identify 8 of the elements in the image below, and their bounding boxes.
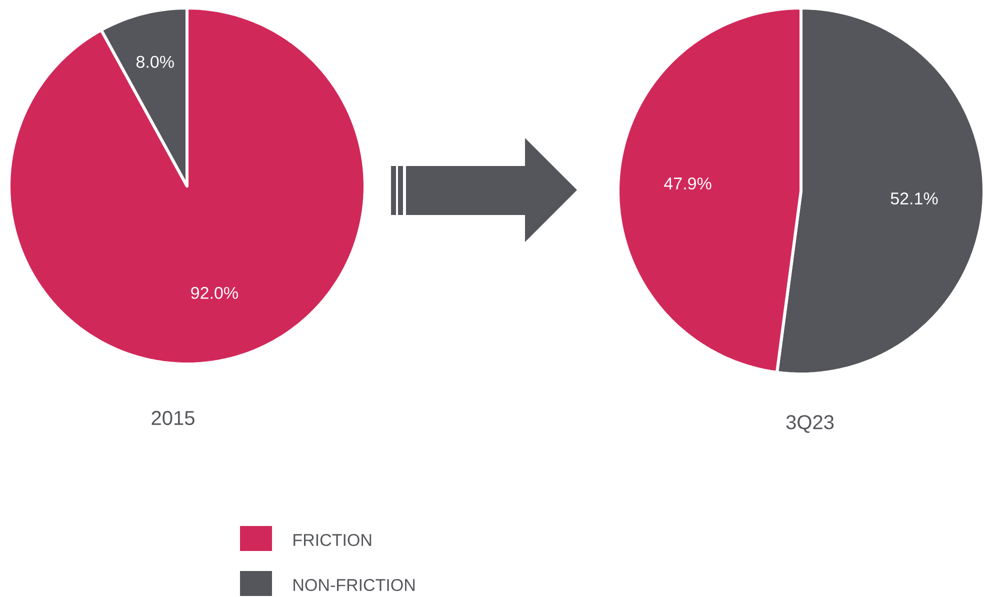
legend-label: NON-FRICTION	[294, 578, 415, 592]
data-label: 47.9%	[664, 177, 712, 190]
text: 3Q23	[786, 415, 834, 433]
data-label: 92.0%	[191, 286, 238, 299]
legend-label: FRICTION	[294, 534, 372, 546]
text: 2015	[152, 410, 194, 426]
data-label: 52.1%	[890, 192, 938, 205]
data-label: 8.0%	[136, 56, 174, 68]
